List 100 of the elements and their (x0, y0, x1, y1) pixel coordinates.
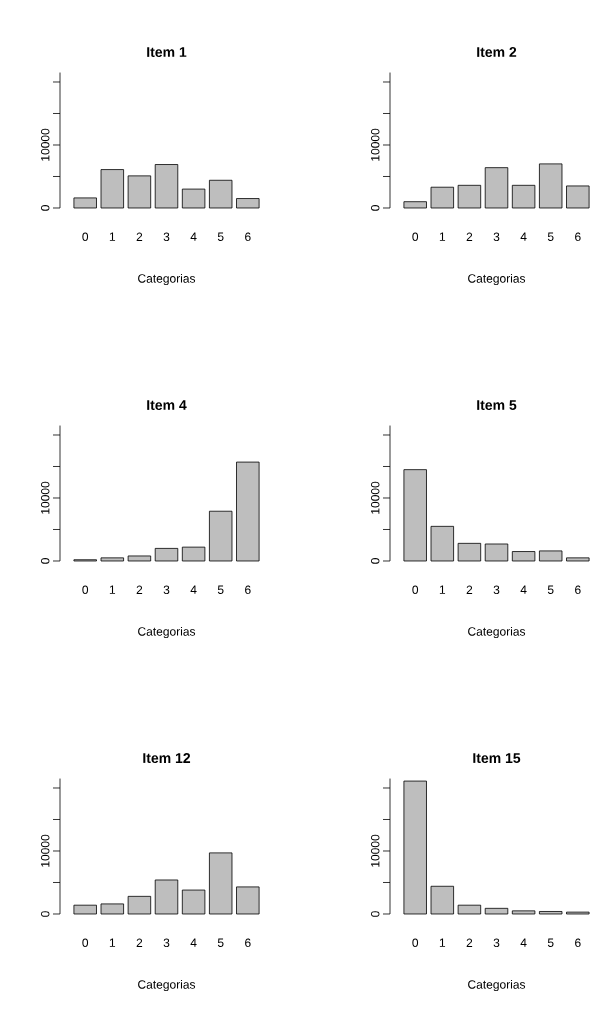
x-tick-label: 6 (575, 938, 581, 948)
bar (457, 184, 482, 209)
bar (154, 164, 179, 209)
bar (539, 163, 563, 209)
bar (403, 780, 427, 915)
x-tick-label: 6 (245, 232, 251, 242)
bar (236, 886, 260, 915)
bar (430, 885, 454, 915)
x-tick-label: 3 (493, 585, 500, 595)
chart-title: Item 1 (147, 47, 187, 58)
bar (539, 550, 563, 562)
x-tick-label: 3 (493, 232, 500, 242)
x-tick-label: 4 (520, 938, 527, 947)
bar (73, 197, 97, 209)
bar (181, 546, 206, 562)
bar (181, 188, 206, 209)
x-tick-label: 5 (217, 232, 224, 241)
x-tick-label: 2 (136, 938, 143, 947)
x-tick-label: 2 (466, 585, 473, 594)
x-tick-label: 2 (466, 938, 473, 947)
bar (100, 169, 124, 209)
y-tick-label: 0 (370, 558, 380, 564)
x-tick-label: 4 (190, 585, 197, 594)
x-tick-label: 0 (82, 585, 89, 595)
x-tick-label: 6 (245, 938, 251, 948)
y-tick-label: 0 (370, 911, 380, 917)
x-tick-label: 4 (190, 938, 197, 947)
bar (154, 879, 179, 915)
bar (127, 895, 152, 915)
bar (209, 179, 233, 209)
bar (100, 557, 124, 562)
x-tick-label: 1 (109, 938, 116, 947)
bar (511, 910, 536, 915)
bar (209, 852, 233, 915)
bar (403, 201, 427, 209)
x-tick-label: 3 (163, 232, 170, 242)
bar (100, 903, 124, 915)
bar (484, 167, 509, 209)
bar (457, 904, 482, 915)
x-tick-label: 1 (439, 938, 446, 947)
y-tick-label: 10000 (40, 128, 50, 161)
x-tick-label: 1 (439, 232, 446, 241)
x-tick-label: 0 (412, 232, 419, 242)
x-tick-label: 1 (439, 585, 446, 594)
y-tick-label: 10000 (370, 834, 380, 867)
bar (236, 461, 260, 562)
x-tick-label: 2 (136, 585, 143, 594)
x-tick-label: 4 (190, 232, 197, 241)
chart-title: Item 15 (473, 753, 521, 764)
y-tick-label: 10000 (40, 834, 50, 867)
x-axis-title: Categorias (468, 273, 526, 286)
chart-title: Item 2 (477, 47, 517, 58)
y-tick-label: 0 (40, 558, 50, 564)
bar (236, 198, 260, 209)
x-axis-title: Categorias (138, 979, 196, 992)
bar (566, 185, 590, 209)
x-tick-label: 5 (547, 938, 554, 947)
x-tick-label: 3 (493, 938, 500, 948)
chart-title: Item 5 (477, 400, 517, 411)
bar (154, 548, 179, 562)
bar (73, 904, 97, 915)
bar (484, 907, 509, 915)
bar (127, 555, 152, 562)
y-tick-label: 0 (40, 205, 50, 211)
x-tick-label: 5 (547, 585, 554, 594)
x-tick-label: 6 (245, 585, 251, 595)
bar (209, 510, 233, 562)
bar (511, 551, 536, 562)
bar (403, 469, 427, 562)
chart-title: Item 12 (143, 753, 191, 764)
x-axis-title: Categorias (138, 626, 196, 639)
x-tick-label: 5 (217, 585, 224, 594)
x-tick-label: 0 (412, 938, 419, 948)
x-tick-label: 0 (412, 585, 419, 595)
y-tick-label: 0 (40, 911, 50, 917)
bar (430, 186, 454, 209)
bar (511, 184, 536, 209)
bar (566, 557, 590, 562)
x-axis-title: Categorias (138, 273, 196, 286)
x-tick-label: 4 (520, 232, 527, 241)
bar (127, 175, 152, 209)
x-tick-label: 3 (163, 938, 170, 948)
x-tick-label: 5 (217, 938, 224, 947)
x-tick-label: 6 (575, 585, 581, 595)
y-tick-label: 0 (370, 205, 380, 211)
x-tick-label: 0 (82, 938, 89, 948)
x-axis-title: Categorias (468, 979, 526, 992)
y-tick-label: 10000 (370, 481, 380, 514)
bar (181, 889, 206, 915)
x-tick-label: 5 (547, 232, 554, 241)
x-tick-label: 4 (520, 585, 527, 594)
x-tick-label: 6 (575, 232, 581, 242)
x-tick-label: 1 (109, 232, 116, 241)
bar (484, 543, 509, 562)
x-tick-label: 1 (109, 585, 116, 594)
bar (457, 542, 482, 562)
x-tick-label: 2 (466, 232, 473, 241)
y-tick-label: 10000 (370, 128, 380, 161)
x-axis-title: Categorias (468, 626, 526, 639)
chart-title: Item 4 (147, 400, 187, 411)
